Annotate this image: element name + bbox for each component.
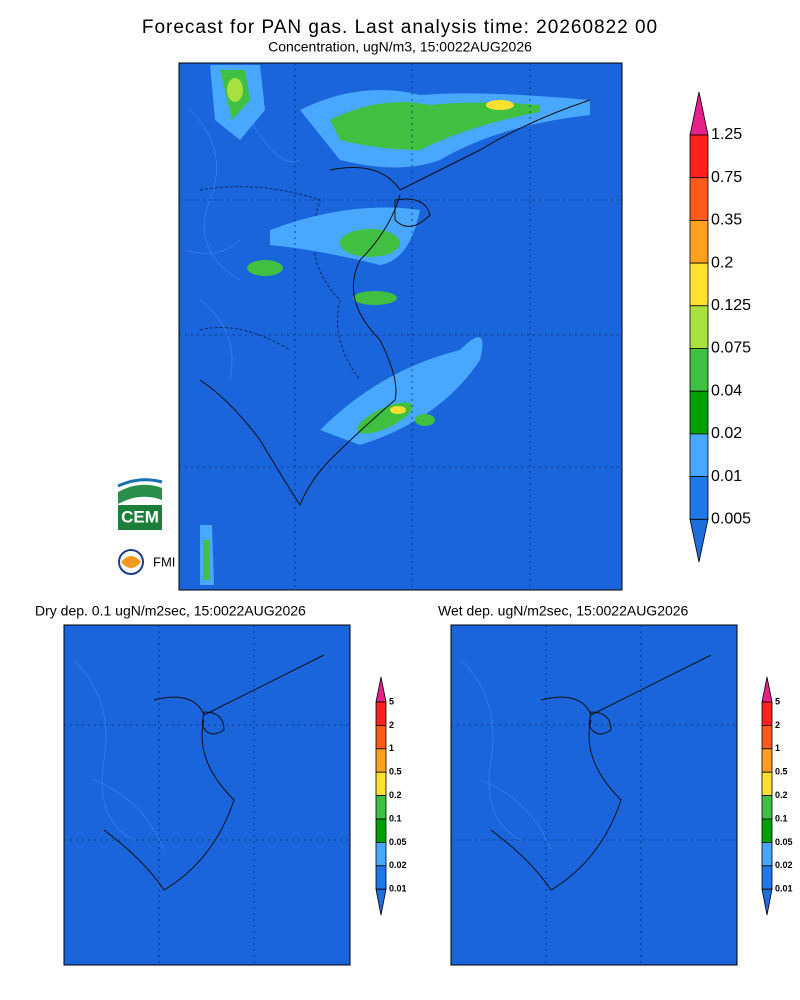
- colorbar-band: [689, 476, 709, 520]
- subtitle: Concentration, ugN/m3, 15:0022AUG2026: [268, 39, 532, 55]
- colorbar-label: 0.125: [711, 297, 751, 314]
- colorbar-label: 0.1: [775, 813, 788, 823]
- colorbar-label: 2: [775, 720, 780, 730]
- colorbar-band: [689, 219, 709, 264]
- colorbar: 5 2 1 0.5 0.2 0.1 0.05 0.02 0.01: [375, 676, 407, 916]
- colorbar-label: 0.75: [711, 169, 742, 186]
- colorbar-band: [375, 818, 387, 843]
- colorbar-top-arrow: [689, 91, 709, 136]
- colorbar-band: [375, 748, 387, 773]
- colorbar-label: 1.25: [711, 126, 742, 143]
- colorbar: 1.25 0.75 0.35 0.2 0.125 0.075 0.04 0.02 0.01 0.0…: [689, 91, 751, 563]
- colorbar-label: 0.2: [389, 790, 402, 800]
- colorbar-band: [375, 842, 387, 867]
- colorbar-label: 0.01: [711, 468, 742, 485]
- panel-title: Wet dep. ugN/m2sec, 15:0022AUG2026: [438, 603, 689, 619]
- colorbar-band: [375, 771, 387, 797]
- colorbar-band: [761, 748, 773, 773]
- colorbar-band: [375, 795, 387, 820]
- colorbar-label: 0.5: [389, 767, 402, 777]
- main-map: [178, 62, 623, 591]
- coastline: [199, 99, 591, 507]
- colorbar-label: 0.075: [711, 340, 751, 357]
- colorbar-top-arrow: [375, 676, 387, 703]
- colorbar-band: [689, 134, 709, 179]
- colorbar-label: 0.01: [389, 884, 407, 894]
- colorbar-label: 0.35: [711, 212, 742, 229]
- colorbar-band: [761, 795, 773, 820]
- rivers: [460, 659, 552, 851]
- colorbar-bottom-arrow: [761, 888, 773, 916]
- colorbar-band: [689, 177, 709, 221]
- fmi-text: FMI: [153, 554, 175, 569]
- colorbar-band: [689, 305, 709, 349]
- map-frame: [450, 624, 738, 966]
- colorbars: 1.250.750.350.20.1250.0750.040.020.010.0…: [375, 91, 793, 916]
- colorbar-band: [761, 771, 773, 797]
- colorbar-label: 0.04: [711, 382, 742, 399]
- colorbar-band: [689, 348, 709, 392]
- colorbar-band: [375, 701, 387, 726]
- colorbar-label: 0.05: [775, 837, 793, 847]
- colorbar-bottom-arrow: [689, 518, 709, 563]
- small-maps: [63, 624, 738, 966]
- colorbar: 5 2 1 0.5 0.2 0.1 0.05 0.02 0.01: [761, 676, 793, 916]
- title: Forecast for PAN gas. Last analysis time…: [142, 17, 658, 38]
- panel-title: Dry dep. 0.1 ugN/m2sec, 15:0022AUG2026: [35, 603, 306, 619]
- colorbar-label: 0.02: [389, 860, 407, 870]
- colorbar-label: 0.5: [775, 767, 788, 777]
- plumes: [200, 65, 590, 585]
- colorbar-label: 0.02: [711, 425, 742, 442]
- colorbar-label: 0.1: [389, 813, 402, 823]
- colorbar-label: 0.01: [775, 884, 793, 894]
- rivers: [73, 659, 165, 851]
- colorbar-band: [761, 725, 773, 750]
- colorbar-label: 5: [389, 696, 394, 706]
- colorbar-label: 0.05: [389, 837, 407, 847]
- colorbar-bottom-arrow: [375, 888, 387, 916]
- colorbar-band: [689, 390, 709, 435]
- cem-text: CEM: [121, 507, 159, 526]
- colorbar-label: 5: [775, 696, 780, 706]
- colorbar-label: 1: [389, 743, 394, 753]
- colorbar-band: [761, 701, 773, 726]
- colorbar-band: [761, 842, 773, 867]
- colorbar-label: 0.2: [711, 254, 733, 271]
- colorbar-band: [375, 725, 387, 750]
- cem-logo: CEM: [117, 478, 163, 530]
- map-grid: [179, 63, 622, 590]
- colorbar-top-arrow: [761, 676, 773, 703]
- coastline: [103, 654, 325, 891]
- colorbar-band: [375, 865, 387, 890]
- colorbar-band: [761, 818, 773, 843]
- colorbar-label: 2: [389, 720, 394, 730]
- fmi-logo: FMI: [118, 549, 175, 575]
- colorbar-label: 0.02: [775, 860, 793, 870]
- colorbar-label: 0.2: [775, 790, 788, 800]
- coastline: [490, 654, 712, 891]
- colorbar-label: 1: [775, 743, 780, 753]
- small-map: [450, 624, 738, 966]
- colorbar-label: 0.005: [711, 511, 751, 528]
- colorbar-band: [689, 433, 709, 477]
- colorbar-band: [761, 865, 773, 890]
- colorbar-band: [689, 262, 709, 307]
- map-frame: [63, 624, 351, 966]
- small-map: [63, 624, 351, 966]
